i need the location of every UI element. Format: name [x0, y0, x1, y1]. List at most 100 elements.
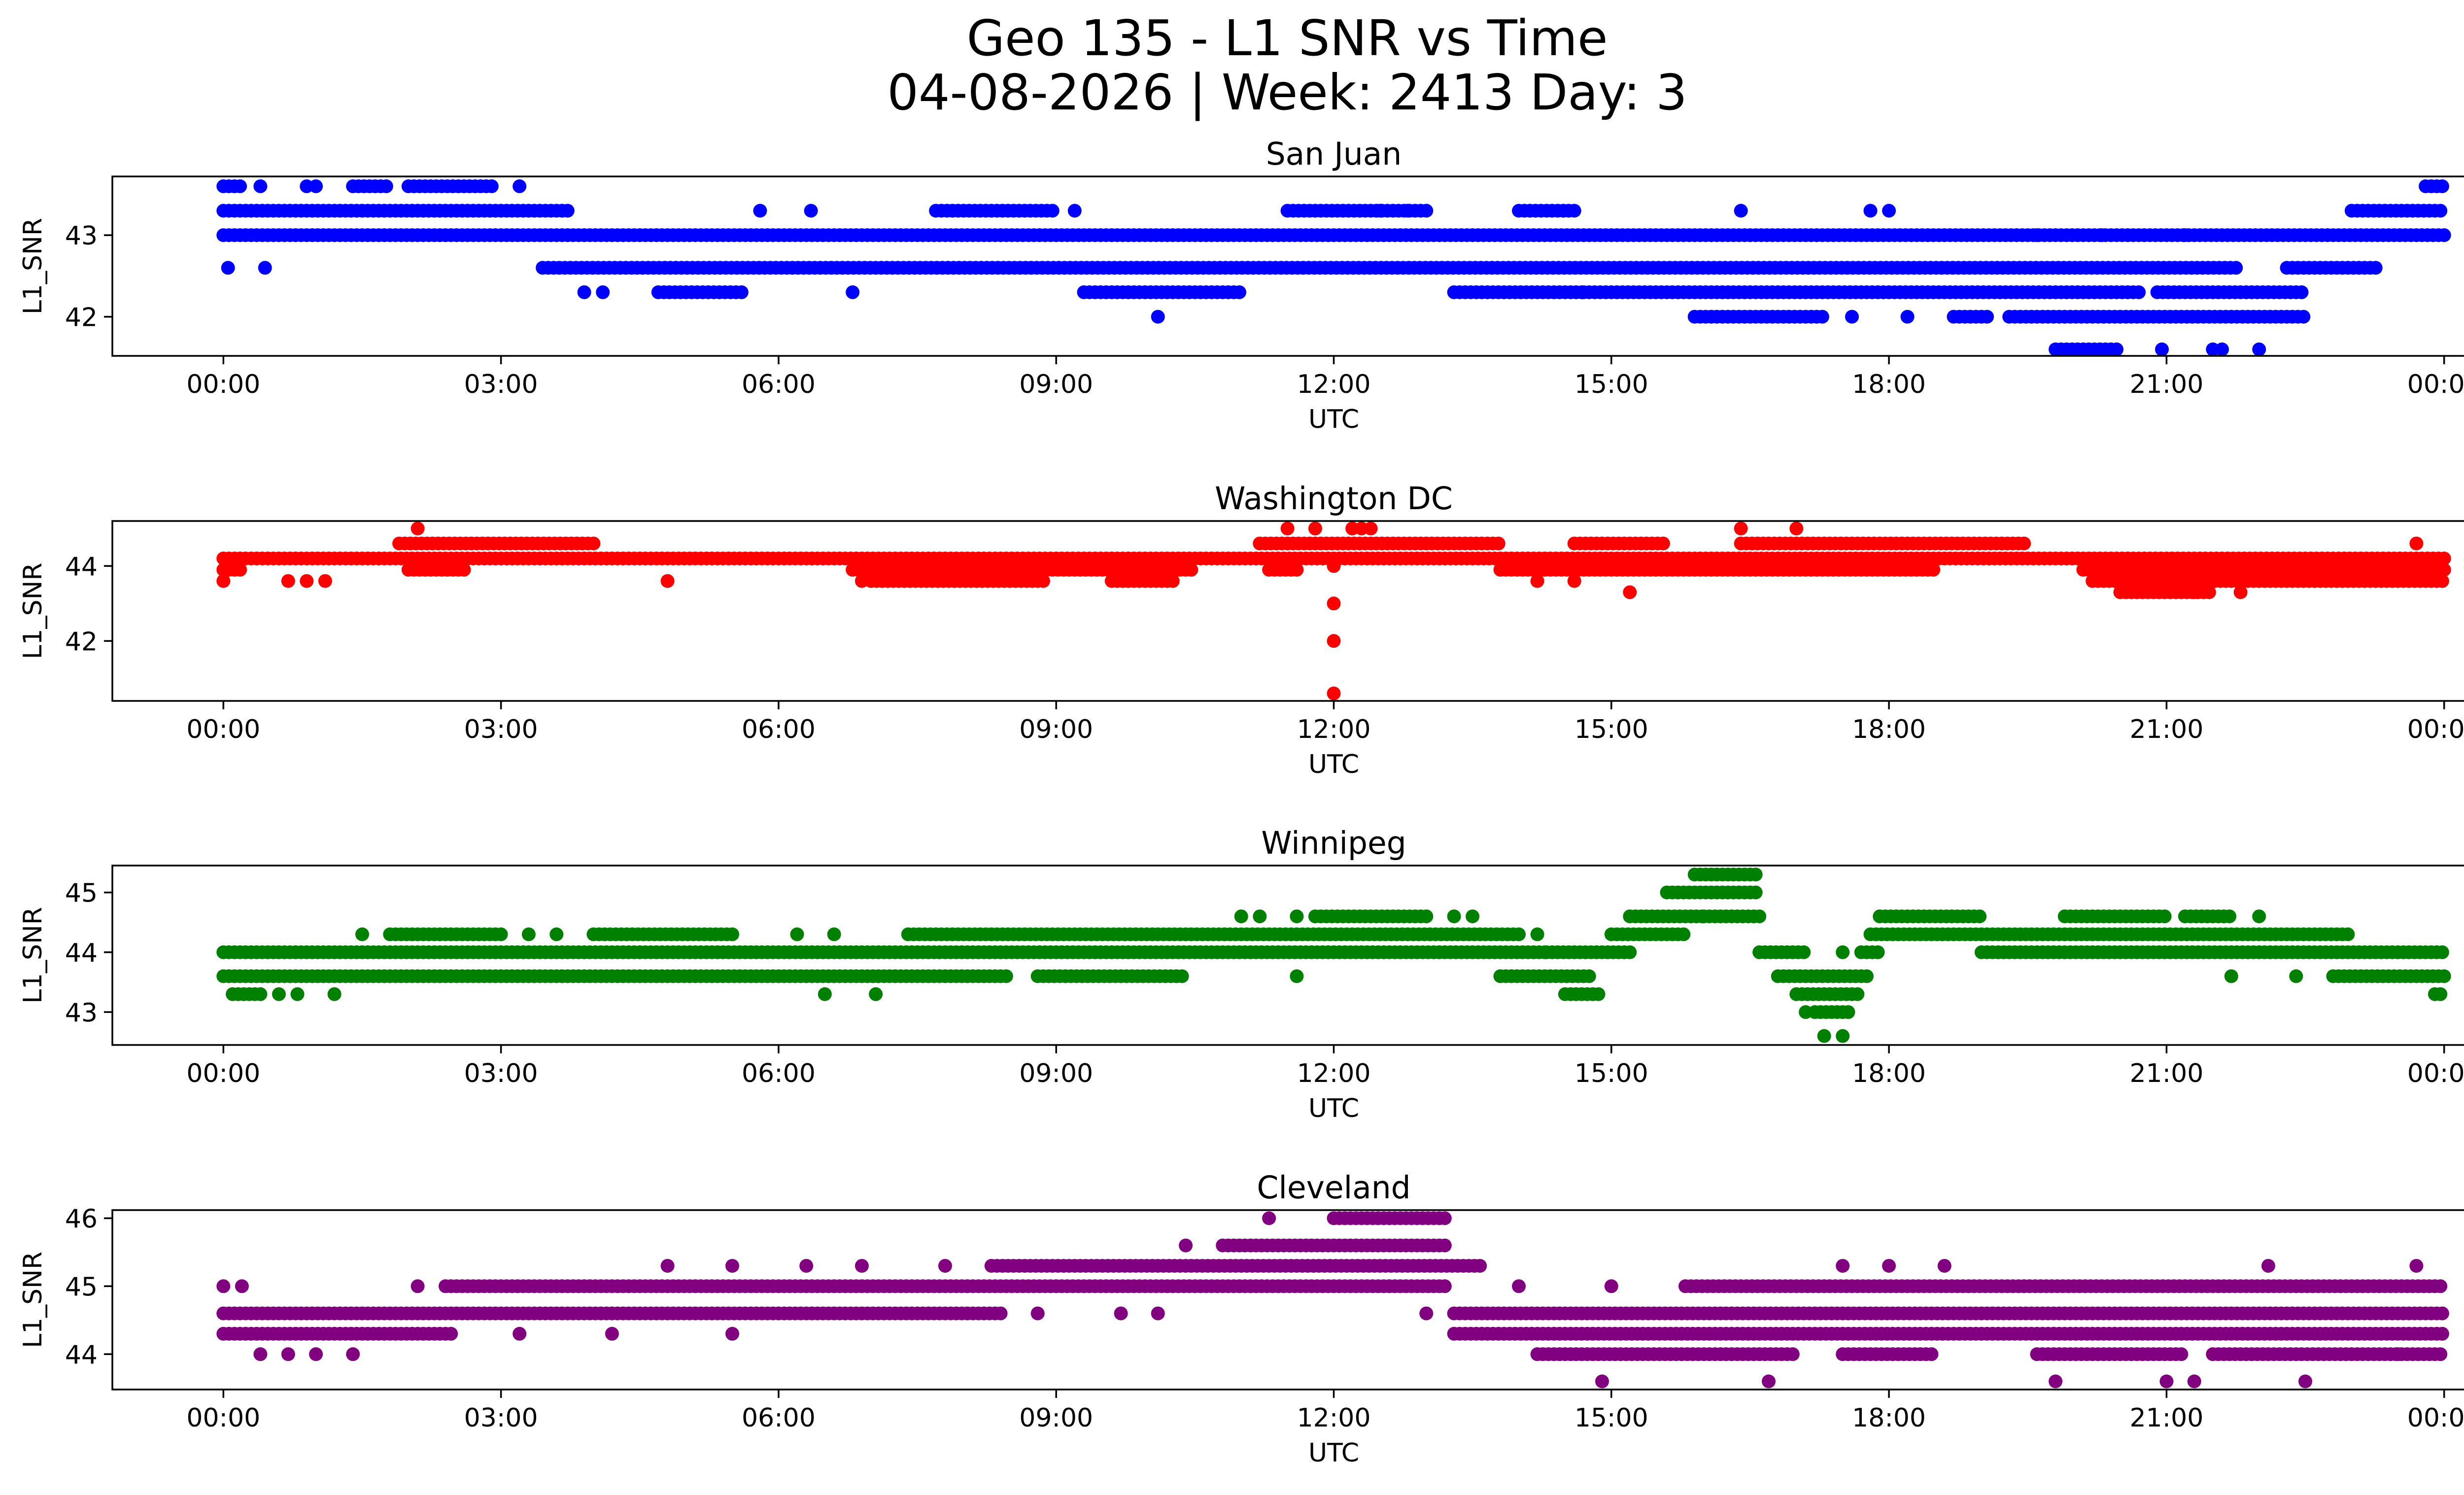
x-axis-label: UTC — [1308, 1094, 1359, 1123]
data-point — [1817, 1029, 1831, 1043]
x-tick-label: 06:00 — [742, 1059, 816, 1088]
data-point — [1114, 1306, 1128, 1321]
data-point — [2435, 179, 2449, 193]
data-point — [1175, 969, 1189, 983]
data-point — [1789, 522, 1804, 536]
data-point — [1327, 686, 1341, 700]
data-point — [1151, 1306, 1165, 1321]
data-point — [549, 927, 564, 941]
subplot-winnipeg: Winnipeg 00:00 03:00 06:00 09:00 12:00 15:00 18… — [18, 825, 2464, 1123]
data-point — [2391, 1347, 2405, 1361]
data-point — [725, 1326, 739, 1341]
data-point — [2437, 228, 2451, 243]
data-point — [379, 179, 393, 193]
data-point — [2437, 552, 2451, 565]
data-point — [1604, 1279, 1618, 1293]
data-point — [457, 562, 471, 577]
data-point — [1785, 1347, 1800, 1361]
data-point — [827, 927, 841, 941]
data-point — [993, 1306, 1008, 1321]
data-point — [1863, 204, 1878, 218]
data-point — [513, 1326, 527, 1341]
x-tick-label: 03:00 — [464, 1403, 538, 1433]
data-point — [355, 927, 369, 941]
data-point — [1734, 522, 1748, 536]
data-point — [2435, 1326, 2449, 1341]
x-axis-label: UTC — [1308, 1438, 1359, 1468]
data-point — [1473, 1259, 1487, 1273]
data-point — [605, 1326, 619, 1341]
data-points — [216, 1211, 2449, 1389]
data-point — [2030, 228, 2044, 243]
data-point — [1262, 1211, 1276, 1225]
data-point — [660, 1259, 675, 1273]
data-point — [1734, 204, 1748, 218]
data-point — [1656, 536, 1670, 551]
data-point — [2409, 536, 2424, 551]
data-point — [1762, 1374, 1776, 1389]
y-axis-label: L1_SNR — [18, 907, 48, 1004]
data-point — [999, 969, 1013, 983]
data-point — [2437, 562, 2451, 577]
data-point — [346, 1347, 360, 1361]
data-point — [1253, 909, 1267, 924]
data-point — [235, 1279, 249, 1293]
data-point — [281, 1347, 295, 1361]
data-point — [1364, 522, 1378, 536]
data-point — [1447, 909, 1461, 924]
data-point — [2433, 1279, 2448, 1293]
data-point — [1900, 310, 1915, 324]
data-point — [513, 179, 527, 193]
x-axis-label: UTC — [1308, 750, 1359, 779]
x-tick-label: 12:00 — [1297, 1403, 1371, 1433]
data-point — [1466, 909, 1480, 924]
y-tick-label: 43 — [65, 998, 98, 1028]
y-tick-label: 44 — [65, 939, 98, 968]
data-point — [1327, 634, 1341, 648]
data-point — [2437, 969, 2451, 983]
data-point — [521, 927, 536, 941]
data-point — [2435, 945, 2449, 959]
data-point — [1845, 310, 1859, 324]
data-point — [494, 927, 508, 941]
x-tick-label: 00:00 — [186, 1403, 260, 1433]
x-tick-label: 00:00 — [2407, 1403, 2464, 1433]
y-tick-label: 43 — [65, 221, 98, 251]
data-point — [233, 179, 247, 193]
data-point — [1327, 559, 1341, 573]
data-point — [2223, 909, 2237, 924]
data-point — [1419, 204, 1434, 218]
x-tick-label: 03:00 — [464, 1059, 538, 1088]
x-tick-label: 09:00 — [1019, 1403, 1093, 1433]
data-point — [846, 285, 860, 299]
x-tick-label: 00:00 — [186, 370, 260, 399]
x-tick-label: 06:00 — [742, 370, 816, 399]
data-point — [2095, 228, 2109, 243]
data-point — [1437, 1279, 1452, 1293]
x-tick-label: 18:00 — [1852, 1403, 1926, 1433]
data-point — [1530, 927, 1544, 941]
x-tick-label: 00:00 — [186, 715, 260, 744]
y-tick-label: 42 — [65, 303, 98, 333]
y-tick-label: 45 — [65, 879, 98, 908]
x-tick-label: 18:00 — [1852, 1059, 1926, 1088]
subplot-title: Cleveland — [1257, 1170, 1410, 1206]
data-point — [1234, 909, 1248, 924]
data-point — [560, 204, 575, 218]
data-point — [725, 927, 739, 941]
data-point — [253, 1347, 268, 1361]
x-tick-label: 09:00 — [1019, 715, 1093, 744]
data-point — [1841, 1005, 1855, 1019]
data-point — [1797, 945, 1811, 959]
data-point — [660, 574, 675, 588]
x-tick-label: 09:00 — [1019, 370, 1093, 399]
data-point — [2157, 909, 2172, 924]
data-point — [734, 285, 749, 299]
data-point — [290, 987, 305, 1001]
figure-title-line1: Geo 135 - L1 SNR vs Time — [967, 9, 1608, 67]
data-point — [1926, 562, 1941, 577]
subplot-san-juan: San Juan 00:00 03:00 06:00 09:00 12:00 15:00 18… — [18, 136, 2464, 434]
data-point — [1512, 927, 1526, 941]
data-point — [2252, 342, 2266, 356]
data-point — [1030, 1306, 1045, 1321]
